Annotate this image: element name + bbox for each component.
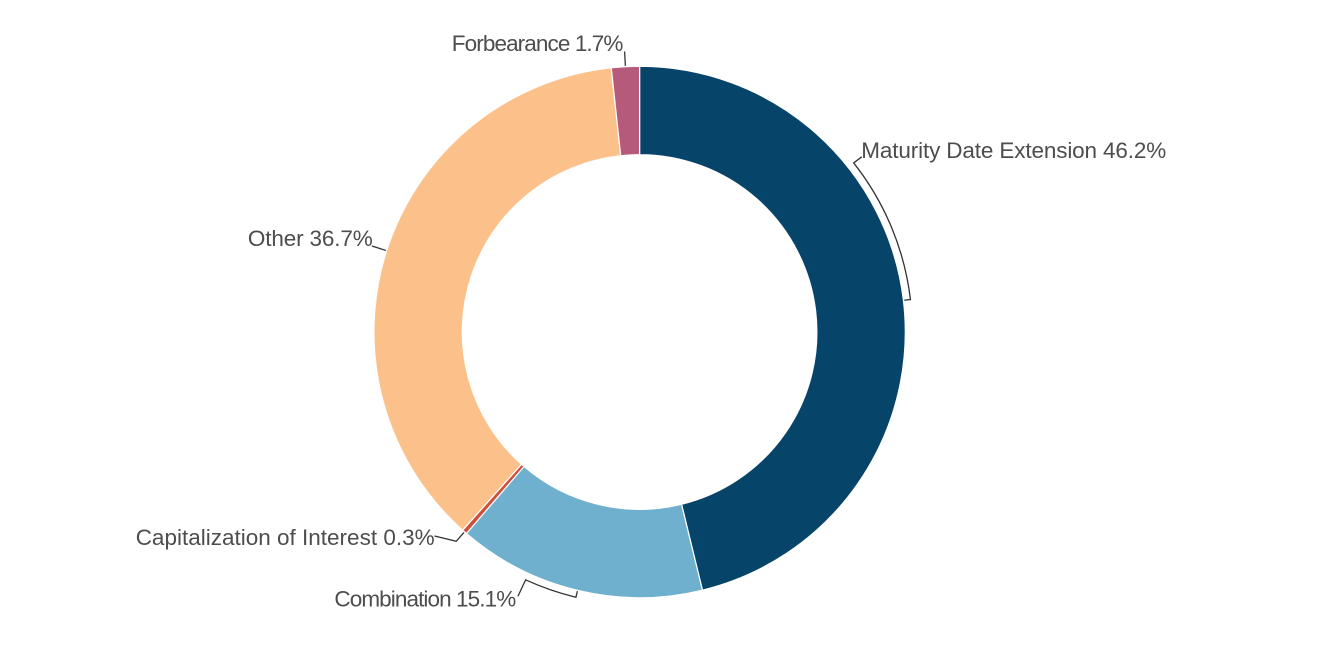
svg-text:Combination 15.1%: Combination 15.1% [334, 587, 516, 612]
svg-text:Capitalization of Interest 0.3: Capitalization of Interest 0.3% [136, 525, 435, 550]
svg-text:Forbearance 1.7%: Forbearance 1.7% [452, 31, 624, 56]
svg-text:Maturity Date Extension 46.2%: Maturity Date Extension 46.2% [861, 138, 1166, 163]
svg-text:Other 36.7%: Other 36.7% [248, 226, 373, 251]
